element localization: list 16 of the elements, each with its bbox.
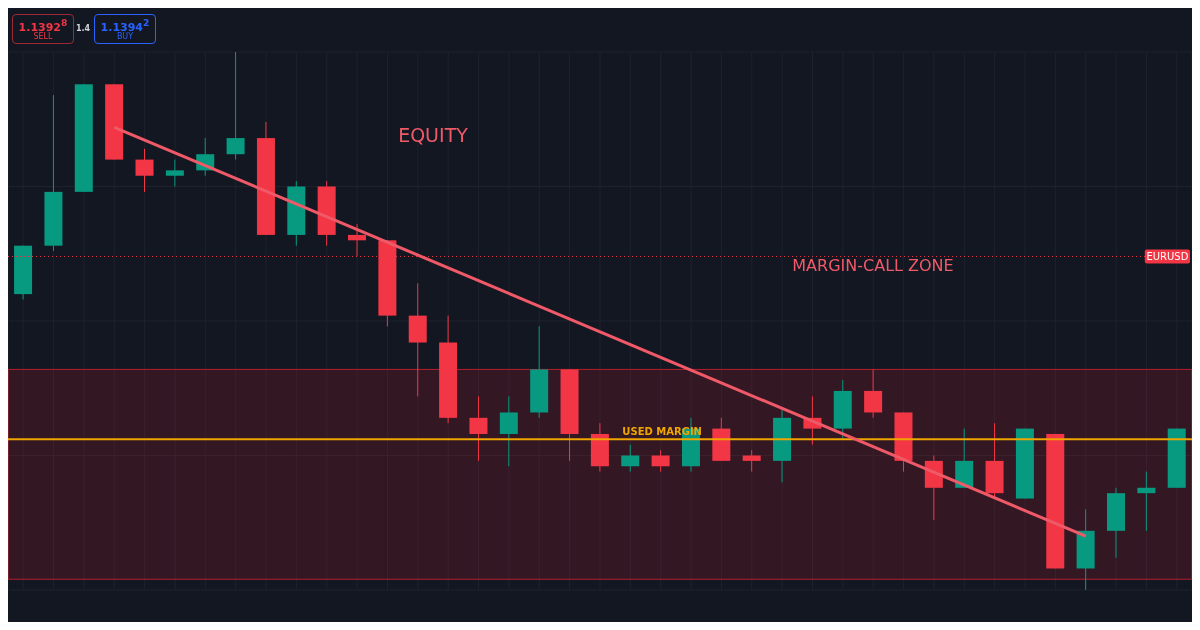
candlestick	[135, 148, 154, 193]
annotation: MARGIN-CALL ZONE	[791, 256, 955, 275]
candlestick	[226, 52, 245, 161]
candlestick	[621, 444, 640, 473]
candlestick	[165, 159, 184, 187]
ref-line-label: EURUSD	[1146, 251, 1189, 263]
candlestick	[742, 449, 761, 473]
candlestick	[864, 368, 883, 419]
candlestick	[499, 395, 518, 467]
candlestick	[1137, 471, 1156, 532]
text: BUY	[115, 32, 135, 41]
text: SELL	[32, 32, 54, 41]
candlestick	[469, 395, 488, 462]
text: 1.4	[74, 24, 92, 33]
candlestick	[651, 449, 670, 473]
annotation: EQUITY	[397, 124, 469, 146]
